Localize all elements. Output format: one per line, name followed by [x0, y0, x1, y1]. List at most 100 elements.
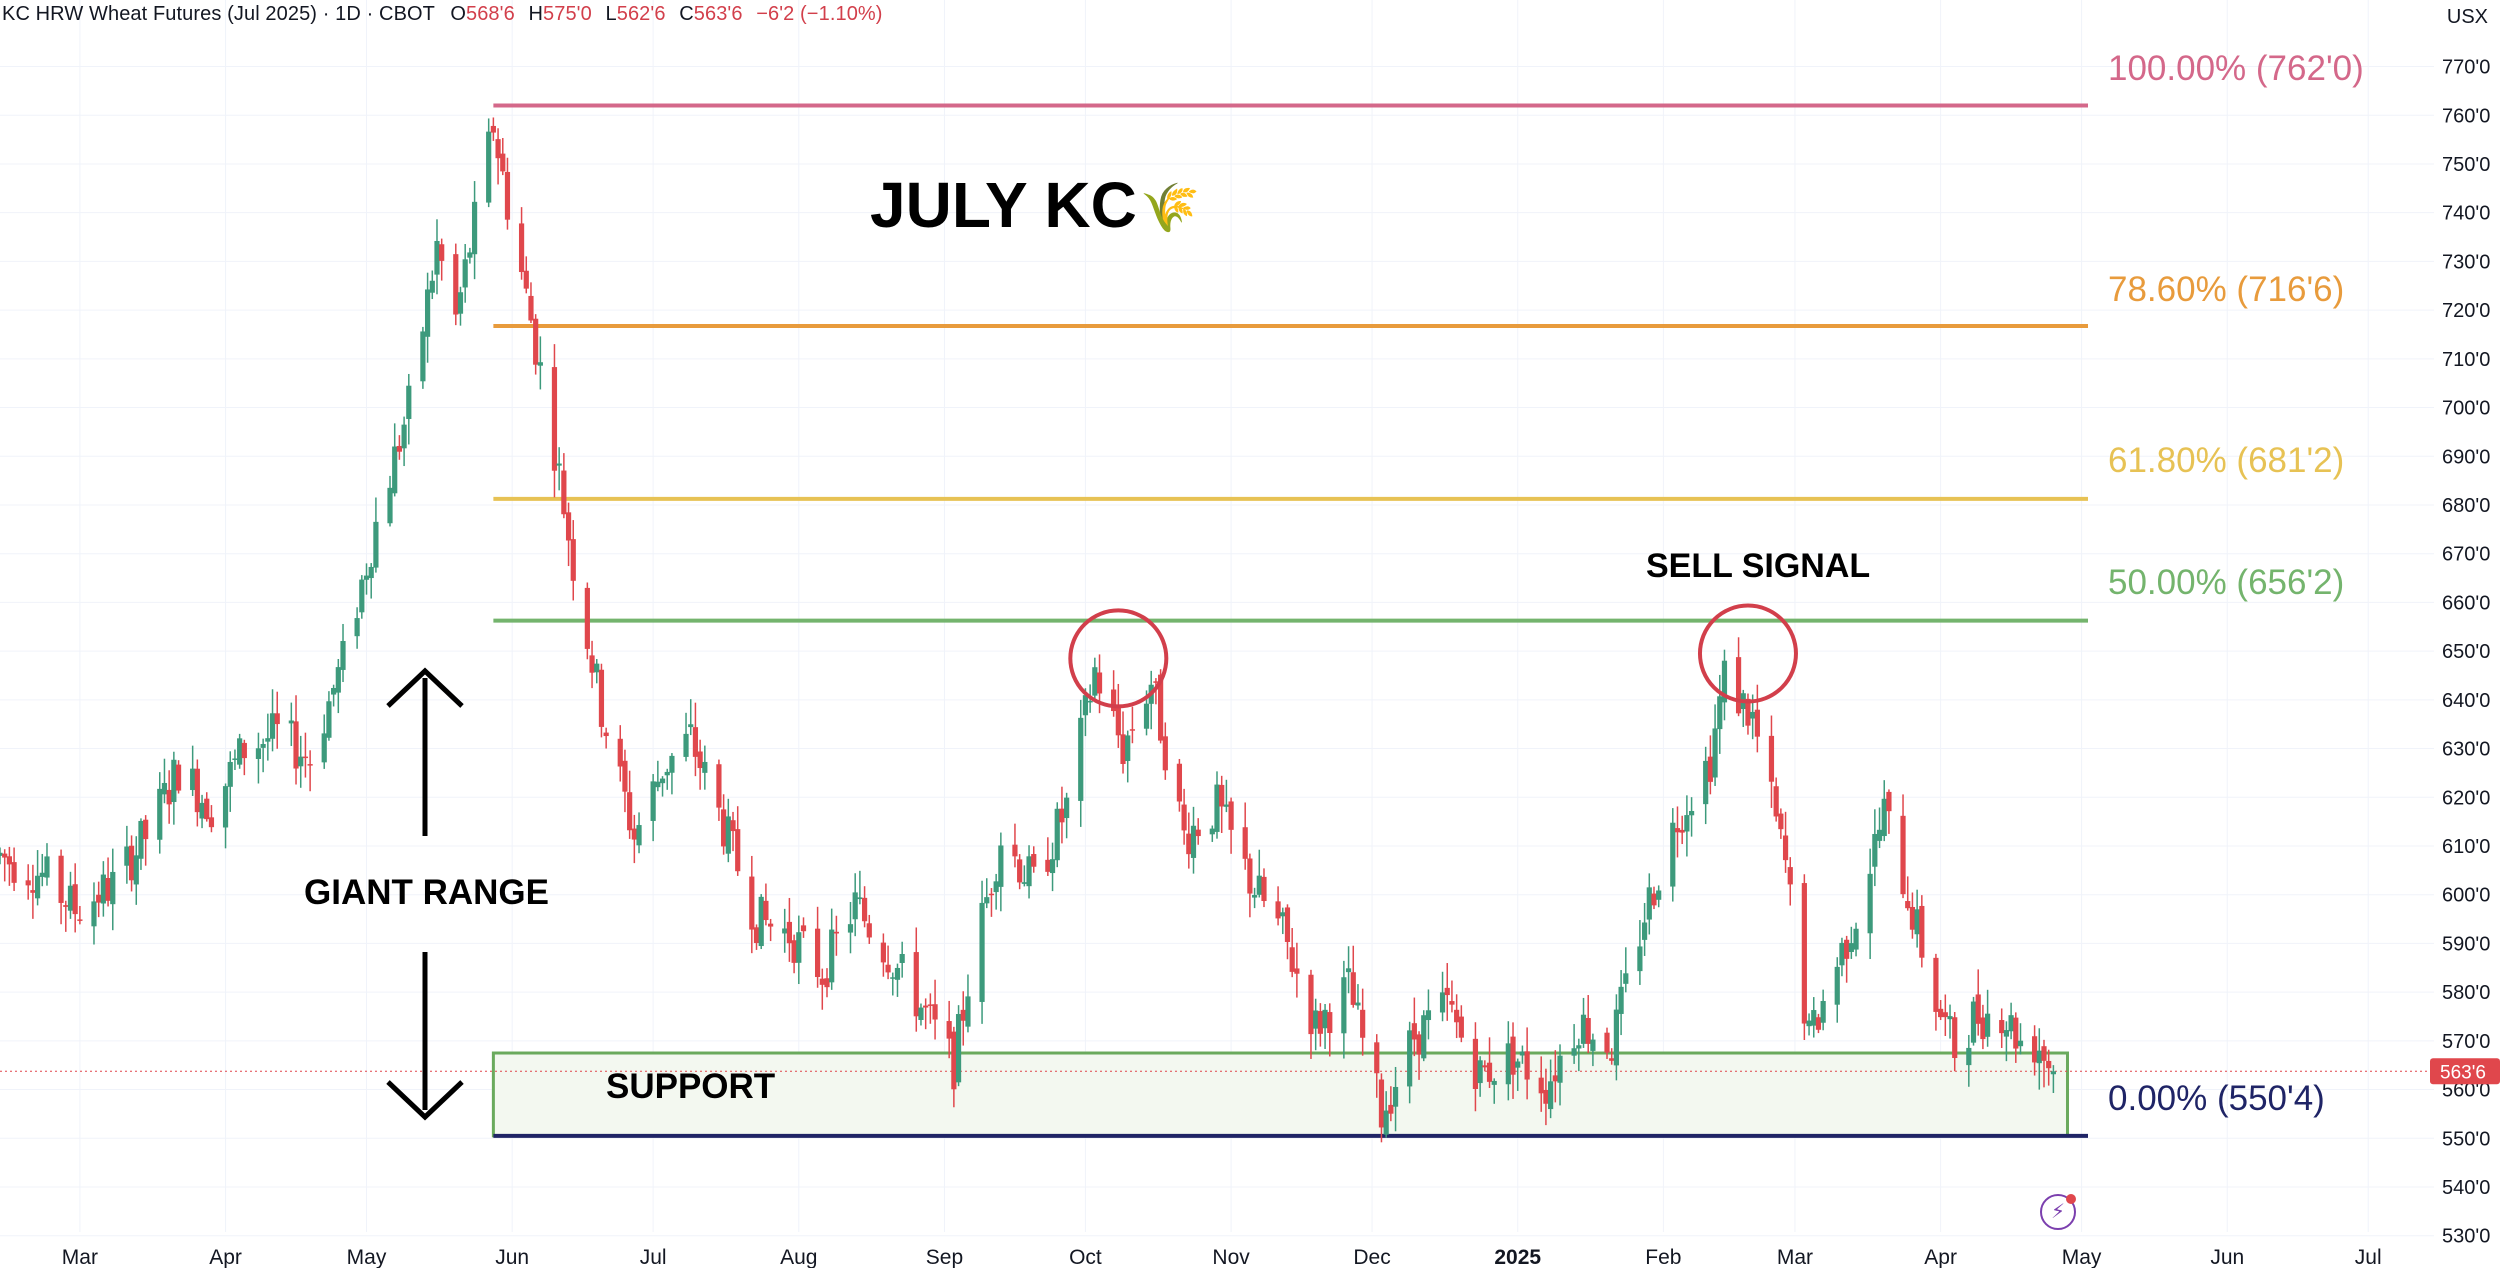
candle[interactable]	[63, 905, 69, 907]
candle[interactable]	[918, 1007, 924, 1020]
candle[interactable]	[1162, 736, 1168, 771]
candle[interactable]	[1778, 813, 1784, 830]
candle[interactable]	[1444, 987, 1450, 996]
candle[interactable]	[1045, 859, 1051, 872]
candle[interactable]	[697, 751, 703, 769]
candle[interactable]	[1096, 672, 1103, 694]
candle[interactable]	[800, 925, 807, 932]
candle[interactable]	[227, 761, 233, 787]
candle[interactable]	[1482, 1065, 1488, 1068]
candle[interactable]	[951, 1031, 957, 1090]
candle[interactable]	[829, 929, 835, 983]
candle[interactable]	[1519, 1051, 1526, 1056]
candle[interactable]	[1881, 798, 1887, 837]
candle[interactable]	[1576, 1045, 1582, 1049]
candle[interactable]	[171, 759, 177, 803]
candle[interactable]	[1844, 939, 1850, 959]
candle[interactable]	[77, 919, 83, 921]
candle[interactable]	[890, 977, 896, 979]
candle[interactable]	[1613, 1009, 1620, 1066]
candle[interactable]	[265, 738, 271, 742]
candle[interactable]	[1524, 1051, 1530, 1080]
candle[interactable]	[143, 819, 149, 840]
candle[interactable]	[1806, 1020, 1812, 1027]
candle[interactable]	[1416, 1034, 1422, 1055]
candle[interactable]	[533, 318, 539, 365]
candle[interactable]	[486, 131, 492, 203]
candle[interactable]	[1933, 957, 1939, 1012]
candle[interactable]	[1745, 698, 1751, 726]
candle[interactable]	[1707, 756, 1713, 782]
candle[interactable]	[631, 828, 637, 840]
candle[interactable]	[1153, 681, 1159, 683]
candle[interactable]	[598, 669, 605, 727]
symbol-name[interactable]: KC HRW Wheat Futures (Jul 2025)	[2, 3, 318, 25]
candle[interactable]	[2003, 1030, 2010, 1037]
candle[interactable]	[782, 928, 788, 934]
candle[interactable]	[2050, 1071, 2056, 1075]
candle[interactable]	[387, 487, 393, 524]
candle[interactable]	[504, 171, 511, 220]
candle[interactable]	[1782, 835, 1789, 861]
candle[interactable]	[1383, 1110, 1389, 1135]
candle[interactable]	[1327, 1012, 1333, 1033]
candle[interactable]	[241, 742, 247, 759]
candle[interactable]	[1585, 1018, 1591, 1044]
candle[interactable]	[1031, 854, 1037, 867]
candle[interactable]	[1411, 1023, 1417, 1040]
candle[interactable]	[457, 292, 464, 314]
candle[interactable]	[1082, 695, 1089, 716]
candle[interactable]	[1021, 882, 1027, 884]
candle[interactable]	[1195, 829, 1201, 837]
candle[interactable]	[1421, 1015, 1427, 1059]
candle[interactable]	[166, 789, 172, 805]
candle[interactable]	[1900, 815, 1906, 895]
candle[interactable]	[1674, 828, 1681, 833]
candle[interactable]	[1867, 873, 1873, 934]
candle[interactable]	[500, 153, 506, 172]
candle[interactable]	[96, 894, 102, 903]
candle[interactable]	[199, 802, 205, 819]
candle[interactable]	[110, 871, 116, 905]
candle[interactable]	[1735, 657, 1742, 714]
candle[interactable]	[1209, 828, 1215, 835]
candle[interactable]	[1092, 667, 1098, 696]
candle[interactable]	[1275, 901, 1281, 919]
candle[interactable]	[1768, 735, 1775, 782]
candle[interactable]	[237, 738, 243, 765]
candle[interactable]	[453, 254, 459, 315]
candle[interactable]	[1115, 705, 1121, 736]
candle[interactable]	[1538, 1077, 1544, 1094]
candle[interactable]	[30, 890, 36, 893]
candle[interactable]	[664, 771, 670, 776]
candle[interactable]	[1247, 858, 1253, 894]
candle[interactable]	[1580, 1014, 1587, 1044]
candle[interactable]	[1909, 906, 1916, 930]
candle[interactable]	[467, 252, 473, 258]
candle[interactable]	[1322, 1009, 1328, 1029]
candle[interactable]	[1223, 804, 1229, 807]
candle[interactable]	[194, 768, 200, 813]
candle[interactable]	[298, 756, 304, 767]
candle[interactable]	[354, 618, 360, 637]
candle[interactable]	[1350, 972, 1356, 1005]
candle[interactable]	[636, 825, 642, 846]
candle[interactable]	[2036, 1050, 2042, 1064]
candle[interactable]	[965, 996, 971, 1027]
candle[interactable]	[1374, 1042, 1380, 1074]
candle[interactable]	[753, 927, 760, 944]
candle[interactable]	[1985, 1013, 1991, 1037]
candle[interactable]	[1552, 1075, 1558, 1082]
candle[interactable]	[72, 884, 78, 915]
candle[interactable]	[1919, 905, 1925, 958]
candle[interactable]	[204, 798, 210, 820]
candle[interactable]	[1712, 728, 1718, 778]
candle[interactable]	[622, 760, 628, 792]
candle[interactable]	[1684, 815, 1690, 832]
candle[interactable]	[1834, 966, 1840, 1005]
candle[interactable]	[768, 923, 774, 927]
candle[interactable]	[669, 755, 675, 773]
candle[interactable]	[1355, 1002, 1361, 1006]
candle[interactable]	[1938, 1008, 1944, 1018]
candle[interactable]	[796, 932, 802, 963]
